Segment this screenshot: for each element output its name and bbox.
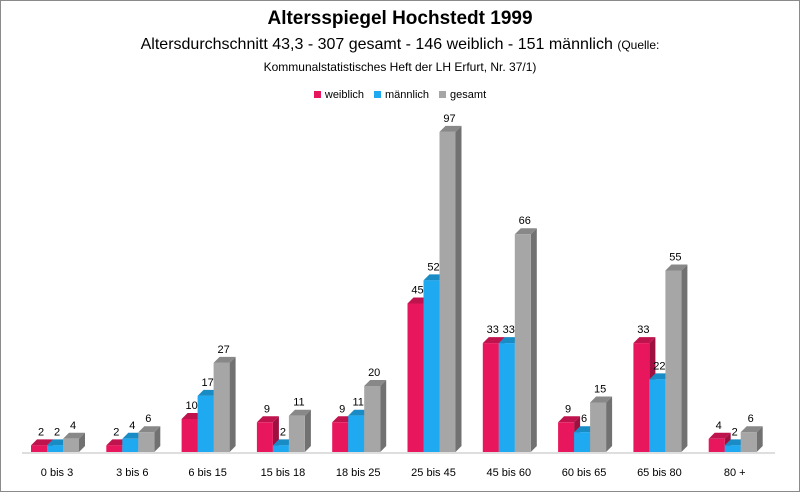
data-label: 11 [352, 397, 363, 409]
bar [514, 228, 537, 452]
data-label: 9 [565, 403, 571, 415]
data-label: 6 [145, 413, 151, 425]
bar [740, 426, 763, 452]
data-label: 10 [185, 400, 197, 412]
data-label: 22 [653, 360, 665, 372]
category-label: 0 bis 3 [41, 467, 73, 479]
data-label: 33 [637, 324, 649, 336]
category-label: 80 + [724, 467, 746, 479]
bar [213, 356, 236, 452]
data-label: 2 [38, 426, 44, 438]
subtitle-text: Altersdurchschnitt 43,3 - 307 gesamt - 1… [140, 36, 613, 53]
data-label: 52 [427, 261, 439, 273]
bar [138, 426, 161, 452]
legend-swatch [439, 91, 447, 98]
bar [590, 396, 613, 452]
bar [63, 432, 85, 452]
data-label: 55 [669, 252, 681, 264]
bar [439, 125, 462, 453]
data-label: 33 [503, 324, 515, 336]
data-label: 27 [217, 344, 229, 356]
source-line: Kommunalstatistisches Heft der LH Erfurt… [263, 60, 537, 74]
data-label: 2 [54, 426, 60, 438]
data-label: 15 [594, 384, 606, 396]
category-label: 65 bis 80 [637, 467, 682, 479]
data-label: 4 [70, 420, 76, 432]
data-label: 4 [716, 420, 722, 432]
bar [665, 264, 688, 452]
bar [288, 409, 311, 452]
legend-item: gesamt [439, 89, 486, 101]
chart-subtitle: Altersdurchschnitt 43,3 - 307 gesamt - 1… [0, 36, 800, 54]
category-label: 45 bis 60 [486, 467, 531, 479]
subtitle-source: (Quelle: [617, 38, 660, 52]
data-label: 97 [443, 113, 455, 125]
legend-label: gesamt [450, 89, 487, 101]
data-label: 66 [519, 215, 531, 227]
data-label: 2 [732, 426, 738, 438]
data-label: 2 [280, 426, 286, 438]
legend-swatch [374, 91, 382, 98]
legend-item: männlich [374, 89, 429, 101]
bar [364, 380, 387, 452]
data-label: 6 [581, 413, 587, 425]
legend-swatch [313, 91, 321, 98]
data-label: 9 [339, 403, 345, 415]
category-label: 60 bis 65 [562, 467, 607, 479]
legend-label: weiblich [324, 89, 365, 101]
category-label: 15 bis 18 [261, 467, 306, 479]
legend-label: männlich [385, 89, 430, 101]
category-label: 25 bis 45 [411, 467, 456, 479]
data-label: 2 [113, 426, 119, 438]
category-label: 3 bis 6 [116, 467, 148, 479]
category-label: 6 bis 15 [188, 467, 227, 479]
data-label: 9 [264, 403, 270, 415]
legend: weiblich männlich gesamt [0, 89, 800, 101]
category-label: 18 bis 25 [336, 467, 381, 479]
data-label: 45 [411, 285, 423, 297]
data-label: 11 [293, 397, 304, 409]
data-label: 6 [748, 413, 754, 425]
chart-title: Altersspiegel Hochstedt 1999 [267, 8, 533, 29]
data-label: 4 [129, 420, 135, 432]
data-label: 17 [201, 377, 213, 389]
data-label: 33 [487, 324, 499, 336]
legend-item: weiblich [313, 89, 365, 101]
data-label: 20 [368, 367, 380, 379]
